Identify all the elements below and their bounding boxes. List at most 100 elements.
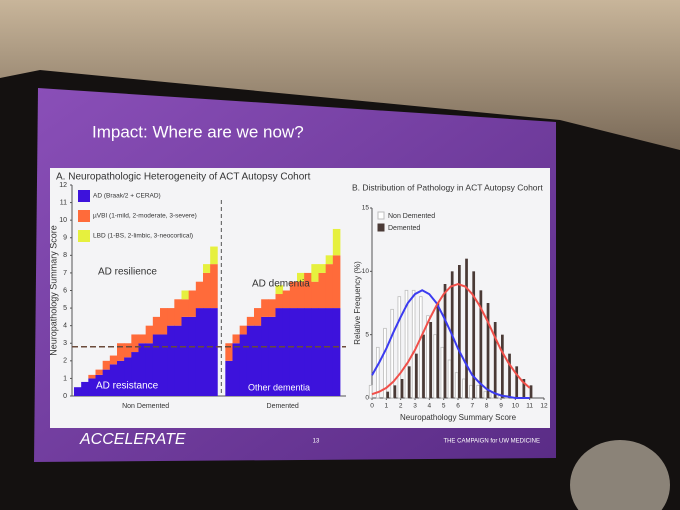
bar-segment (325, 264, 334, 309)
bar (411, 289, 416, 399)
bar (465, 258, 468, 398)
y-axis-label: Neuropathology Summary Score (48, 225, 58, 356)
fit-line (371, 289, 530, 399)
bar-segment (88, 374, 96, 379)
y-tick-label: 1 (63, 375, 67, 382)
x-tick-label: 6 (456, 403, 460, 410)
bar-segment (268, 299, 276, 317)
bar-segment (152, 334, 161, 396)
bar (368, 384, 373, 399)
bar-segment (246, 325, 255, 396)
bar-segment (254, 308, 262, 326)
bar-segment (289, 308, 298, 396)
bar-segment (174, 325, 182, 396)
group-label: Demented (267, 403, 299, 410)
x-tick-label: 0 (370, 403, 374, 410)
bar-segment (174, 299, 182, 326)
campaign: THE CAMPAIGN for UW MEDICINE (443, 439, 540, 445)
y-tick-label: 8 (63, 252, 67, 259)
bar-segment (275, 285, 284, 295)
bar-segment (102, 360, 111, 370)
bar-segment (195, 281, 204, 309)
bar-segment (181, 299, 190, 317)
bar-segment (289, 281, 298, 309)
bar (476, 384, 480, 399)
fit-line (371, 282, 531, 396)
bar-segment (88, 378, 96, 396)
slide-title: Impact: Where are we now? (92, 122, 304, 141)
legend-label: LBD (1-BS, 2-limbic, 3-neocortical) (93, 233, 193, 240)
bar-segment (332, 255, 341, 309)
bar-segment (188, 316, 197, 396)
bar-segment (145, 343, 154, 396)
bar-segment (210, 264, 218, 309)
bar-segment (275, 308, 284, 396)
bar (462, 378, 466, 399)
bar-segment (304, 308, 312, 396)
bar-segment (304, 272, 312, 309)
bar-segment (297, 308, 305, 396)
bar-segment (117, 343, 125, 361)
y-tick-label: 10 (59, 217, 67, 224)
bar-segment (203, 272, 211, 309)
y-tick-label: 10 (362, 268, 370, 275)
bar (433, 334, 437, 399)
bar-segment (109, 355, 118, 365)
x-tick-label: 12 (540, 403, 548, 410)
bar-segment (109, 364, 118, 396)
bar-segment (203, 264, 211, 273)
y-tick-label: 9 (63, 235, 67, 242)
bar (386, 391, 390, 398)
legend-swatch (78, 190, 90, 202)
bar-segment (318, 264, 327, 273)
chart-title: B. Distribution of Pathology in ACT Auto… (352, 182, 543, 192)
bar-segment (311, 308, 319, 396)
bar (483, 391, 488, 399)
bar-segment (124, 343, 132, 358)
bar-segment (95, 369, 104, 375)
x-tick-label: 4 (428, 403, 432, 410)
legend-label: AD (Braak/2 + CERAD) (93, 193, 161, 200)
wall (0, 0, 680, 150)
bar-segment (268, 316, 276, 396)
bar (515, 366, 519, 398)
y-tick-label: 4 (63, 323, 67, 330)
bar-segment (261, 299, 269, 317)
x-tick-label: 11 (526, 403, 533, 410)
bar (443, 284, 447, 398)
x-tick-label: 5 (442, 403, 446, 410)
legend-swatch (78, 230, 90, 242)
bar-segment (239, 325, 248, 335)
bar-segment (210, 246, 218, 265)
charts: A. Neuropathologic Heterogeneity of ACT … (48, 172, 548, 422)
bar-segment (297, 281, 305, 309)
annotation: Other dementia (248, 382, 310, 392)
bar-segment (239, 334, 248, 396)
bar-segment (160, 308, 168, 335)
bar-segment (325, 308, 334, 396)
legend-label: µVBI (1-mild, 2-moderate, 3-severe) (93, 213, 197, 220)
y-tick-label: 0 (365, 395, 369, 402)
bar-segment (210, 308, 218, 396)
bar-segment (102, 369, 111, 396)
bar-segment (131, 352, 139, 396)
bar-segment (167, 325, 175, 396)
bar-segment (318, 272, 327, 309)
bar-segment (225, 343, 233, 361)
bar-segment (311, 281, 319, 309)
bar (501, 334, 504, 398)
bar-segment (225, 360, 233, 396)
x-tick-label: 2 (399, 403, 403, 410)
x-tick-label: 10 (512, 403, 520, 410)
bar (522, 379, 526, 398)
bar (508, 353, 511, 398)
bar (400, 379, 404, 398)
bar (404, 289, 409, 399)
bar-segment (138, 334, 147, 344)
bar-segment (261, 316, 269, 396)
bar (472, 271, 476, 398)
bar (486, 303, 490, 398)
bar-segment (188, 290, 197, 317)
